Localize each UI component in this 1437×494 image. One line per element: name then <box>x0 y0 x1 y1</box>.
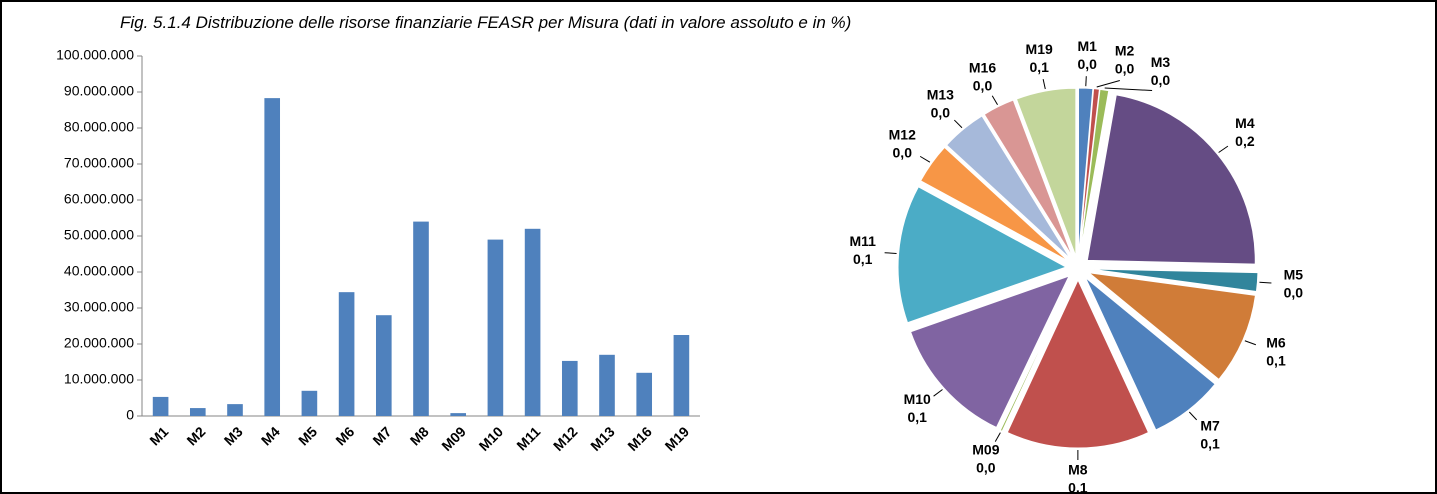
pie-label-value: 0,0 <box>1077 56 1097 72</box>
pie-label-category: M3 <box>1151 54 1171 70</box>
bar <box>450 413 467 416</box>
bar <box>375 315 392 416</box>
pie-slice <box>919 146 1069 262</box>
pie-label-category: M13 <box>927 86 954 102</box>
leader-line <box>1188 411 1198 421</box>
pie-slice <box>983 99 1074 258</box>
leader-line <box>919 155 931 163</box>
y-tick-label: 0 <box>126 407 134 423</box>
pie-slice <box>897 186 1068 324</box>
pie-label-value: 0,0 <box>893 144 913 160</box>
pie-label-category: M4 <box>1235 115 1255 131</box>
leader-line <box>884 252 897 254</box>
bar <box>152 396 169 416</box>
pie-slice <box>1078 88 1101 257</box>
pie-label-category: M19 <box>1026 41 1053 57</box>
bar <box>599 354 615 416</box>
bar <box>413 221 429 416</box>
y-tick-label: 70.000.000 <box>64 155 134 171</box>
pie-label-category: M12 <box>889 126 916 142</box>
leader-line <box>1085 76 1087 87</box>
bar <box>264 98 281 417</box>
y-tick-label: 80.000.000 <box>64 119 134 135</box>
pie-slice <box>1087 272 1257 381</box>
leader-line <box>953 119 963 129</box>
pie-slice <box>1078 87 1094 257</box>
bar <box>487 239 504 416</box>
pie-label-category: M11 <box>849 233 876 249</box>
leader-line <box>1042 79 1046 90</box>
pie-label-value: 0,1 <box>853 251 873 267</box>
pie-label-category: M10 <box>904 391 931 407</box>
bar <box>227 404 243 416</box>
y-tick-label: 90.000.000 <box>64 83 134 99</box>
bar <box>524 228 541 416</box>
pie-slice <box>1089 268 1259 293</box>
bar <box>338 292 355 416</box>
pie-slice <box>1006 278 1150 449</box>
pie-label-category: M16 <box>969 60 996 76</box>
bar <box>561 360 578 416</box>
pie-label-value: 0,0 <box>1115 61 1135 77</box>
pie-label-category: M2 <box>1115 43 1135 59</box>
pie-label-value: 0,0 <box>1284 284 1304 300</box>
pie-label-value: 0,0 <box>1151 72 1171 88</box>
leader-line <box>994 432 1001 442</box>
leader-line <box>1218 145 1229 153</box>
y-tick-label: 20.000.000 <box>64 335 134 351</box>
pie-label-value: 0,1 <box>1266 352 1286 368</box>
pie-label-category: M09 <box>972 441 999 457</box>
leader-line <box>991 95 998 106</box>
leader-line <box>1104 87 1153 92</box>
leader-line <box>1259 281 1272 284</box>
pie-label-category: M8 <box>1068 462 1088 478</box>
y-tick-label: 60.000.000 <box>64 191 134 207</box>
pie-label-value: 0,1 <box>907 409 927 425</box>
pie-slice <box>1079 88 1110 257</box>
pie-slice <box>909 275 1071 429</box>
pie-slice <box>945 115 1071 260</box>
bar <box>189 408 206 416</box>
pie-slice <box>1015 87 1077 257</box>
pie-label-value: 0,1 <box>1200 435 1220 451</box>
bar <box>301 390 318 416</box>
pie-label-category: M5 <box>1284 266 1304 282</box>
pie-label-value: 0,1 <box>1029 59 1049 75</box>
pie-label-category: M1 <box>1078 38 1098 54</box>
pie-label-value: 0,2 <box>1235 133 1255 149</box>
bar <box>673 335 690 416</box>
leader-line <box>1244 340 1257 346</box>
y-tick-label: 40.000.000 <box>64 263 134 279</box>
chart-title: Fig. 5.1.4 Distribuzione delle risorse f… <box>120 13 851 32</box>
pie-label-category: M6 <box>1266 334 1286 350</box>
pie-slice <box>999 278 1074 432</box>
bar <box>636 372 653 416</box>
y-tick-label: 50.000.000 <box>64 227 134 243</box>
pie-label-value: 0,0 <box>976 459 996 475</box>
pie-slice <box>1086 94 1256 265</box>
pie-label-value: 0,0 <box>973 78 993 94</box>
y-tick-label: 30.000.000 <box>64 299 134 315</box>
leader-line <box>1096 80 1120 88</box>
pie-label-value: 0,0 <box>931 104 951 120</box>
y-tick-label: 10.000.000 <box>64 371 134 387</box>
leader-line <box>933 389 943 397</box>
pie-label-category: M7 <box>1200 417 1220 433</box>
pie-label-value: 0,1 <box>1068 480 1088 494</box>
pie-slice <box>1084 277 1216 431</box>
y-tick-label: 100.000.000 <box>56 47 134 63</box>
